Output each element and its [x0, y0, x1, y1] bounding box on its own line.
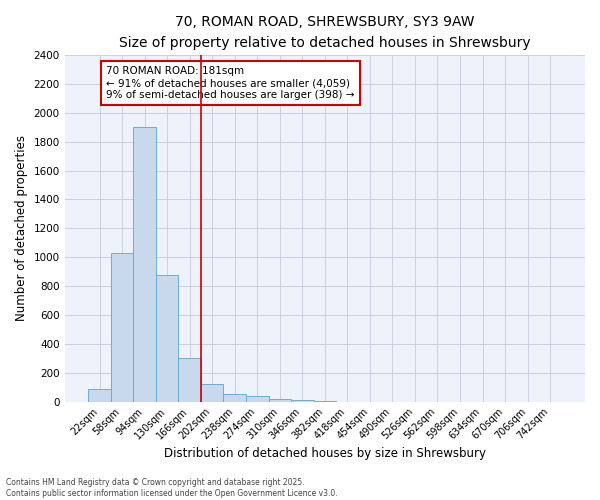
Bar [223, 394, 246, 402]
Bar [269, 399, 291, 402]
Bar [178, 358, 201, 402]
Text: 70 ROMAN ROAD: 181sqm
← 91% of detached houses are smaller (4,059)
9% of semi-de: 70 ROMAN ROAD: 181sqm ← 91% of detached … [106, 66, 355, 100]
Bar [314, 400, 336, 402]
X-axis label: Distribution of detached houses by size in Shrewsbury: Distribution of detached houses by size … [164, 447, 486, 460]
Bar [156, 274, 178, 402]
Bar [246, 396, 269, 402]
Text: Contains HM Land Registry data © Crown copyright and database right 2025.
Contai: Contains HM Land Registry data © Crown c… [6, 478, 338, 498]
Title: 70, ROMAN ROAD, SHREWSBURY, SY3 9AW
Size of property relative to detached houses: 70, ROMAN ROAD, SHREWSBURY, SY3 9AW Size… [119, 15, 530, 50]
Y-axis label: Number of detached properties: Number of detached properties [15, 136, 28, 322]
Bar [291, 400, 314, 402]
Bar [111, 253, 133, 402]
Bar [88, 388, 111, 402]
Bar [133, 127, 156, 402]
Bar [201, 384, 223, 402]
